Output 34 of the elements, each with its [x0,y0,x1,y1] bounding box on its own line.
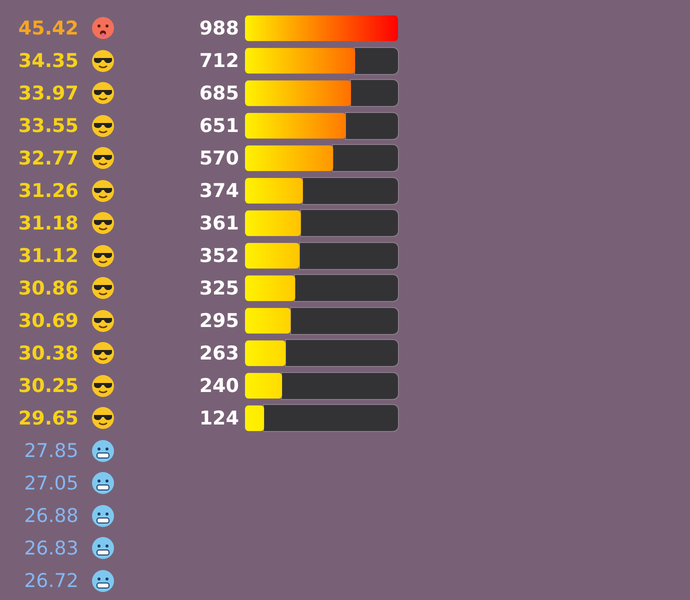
data-label: 685 [199,82,239,104]
y-tick-label: 29.65 [18,407,78,430]
data-label: 240 [199,374,239,397]
data-label: 374 [199,180,239,202]
y-tick-label: 45.42 [18,17,78,40]
y-tick-label: 32.77 [18,147,78,170]
y-tick-label: 31.26 [18,180,78,202]
y-tick-label: 27.85 [24,440,78,462]
y-tick-label: 33.97 [18,82,78,104]
bar [245,372,282,399]
y-tick-label: 30.25 [18,374,78,397]
data-label: 570 [199,147,239,170]
y-tick-label: 34.35 [18,50,78,72]
data-label: 325 [199,277,239,300]
y-tick-label: 27.05 [24,472,78,494]
data-label: 263 [199,342,239,364]
y-tick-label: 31.12 [18,244,78,267]
y-tick-label: 33.55 [18,114,78,137]
data-label: 651 [199,114,239,137]
y-tick-label: 26.72 [24,570,78,592]
data-label: 361 [199,212,239,234]
y-tick-label: 30.86 [18,277,78,300]
y-tick-label: 30.38 [18,342,78,364]
data-label: 712 [199,50,239,72]
y-tick-label: 26.83 [24,537,78,560]
data-label: 124 [199,407,239,430]
y-tick-label: 30.69 [18,310,78,332]
y-tick-label: 31.18 [18,212,78,234]
y-tick-label: 26.88 [24,504,78,527]
data-label: 352 [199,244,239,267]
bar [245,405,264,432]
data-label: 295 [199,310,239,332]
data-label: 988 [199,17,239,40]
bar [245,15,398,42]
